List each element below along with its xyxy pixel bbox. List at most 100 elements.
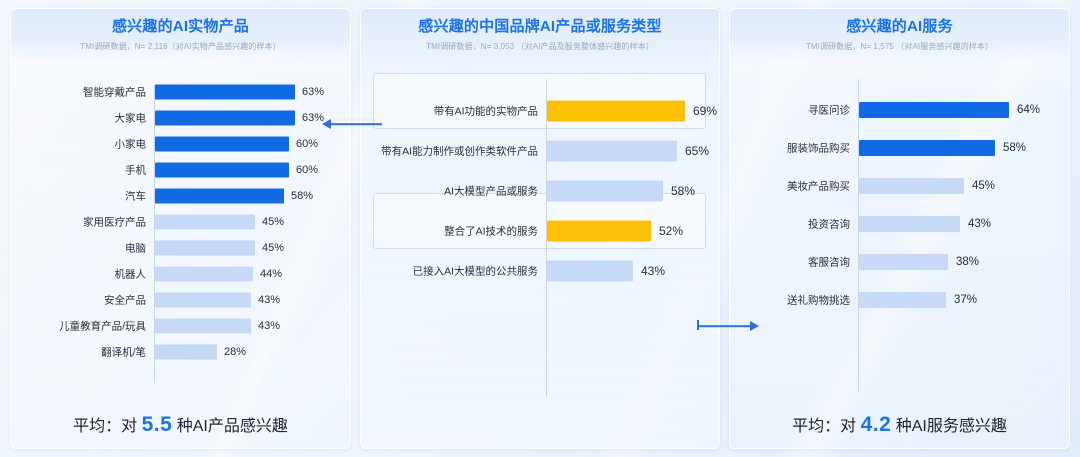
- bar: [547, 260, 633, 282]
- panel-subtitle: TMI调研数据，N= 1,575 （对AI服务感兴趣的样本）: [805, 42, 994, 51]
- bar-value-label: 43%: [258, 294, 281, 306]
- bar-row: 送礼购物挑选 37%: [730, 281, 1069, 319]
- bar: [155, 110, 295, 126]
- bar-category-label: 电脑: [125, 242, 146, 255]
- bar-chart-left: 智能穿戴产品 63% 大家电 63% 小家电 60% 手机 60% 汽车 58% 家用医疗产品 45%…: [11, 65, 350, 395]
- bar-value-label: 45%: [262, 242, 285, 254]
- chart-axis-line: [858, 79, 859, 392]
- bar-category-label: 投资咨询: [808, 218, 850, 231]
- bar: [547, 100, 685, 122]
- bar-value-label: 28%: [224, 346, 247, 358]
- bar: [155, 266, 253, 282]
- bar: [155, 292, 251, 308]
- panel-subtitle: TMI调研数据，N= 3,053 （对AI产品及服务整体感兴趣的样本）: [426, 42, 654, 51]
- bar-row: 客服咨询 38%: [730, 243, 1069, 281]
- panel-title: 感兴趣的AI服务: [846, 18, 953, 35]
- bar: [155, 214, 255, 230]
- bar: [547, 180, 663, 202]
- bar-category-label: 送礼购物挑选: [787, 294, 850, 307]
- footer-prefix: 平均：对: [73, 418, 138, 435]
- bar-row: 智能穿戴产品 63%: [11, 79, 350, 105]
- bar-category-label: 大家电: [114, 112, 147, 125]
- bar: [155, 240, 255, 256]
- bar-category-label: 机器人: [114, 268, 147, 281]
- bar: [547, 140, 677, 162]
- bar-value-label: 60%: [296, 138, 319, 150]
- bar: [155, 188, 284, 204]
- bar: [859, 254, 948, 270]
- footer-average-value: 4.2: [860, 413, 892, 436]
- bar-value-label: 52%: [659, 224, 684, 238]
- bar-category-label: 智能穿戴产品: [83, 86, 146, 99]
- bar: [155, 318, 251, 334]
- bar-row: 带有AI能力制作或创作类软件产品 65%: [361, 131, 719, 171]
- bar-value-label: 37%: [954, 294, 978, 306]
- bar-value-label: 60%: [296, 164, 319, 176]
- panel-title: 感兴趣的中国品牌AI产品或服务类型: [418, 18, 662, 35]
- panel-header: 感兴趣的AI实物产品 TMI调研数据，N= 2,116（对AI实物产品感兴趣的样…: [11, 9, 350, 61]
- bar: [859, 178, 964, 194]
- bar: [859, 102, 1009, 118]
- bar-category-label: AI大模型产品或服务: [444, 185, 538, 198]
- panel-ai-physical-products: 感兴趣的AI实物产品 TMI调研数据，N= 2,116（对AI实物产品感兴趣的样…: [10, 8, 351, 449]
- footer-prefix: 平均：对: [792, 418, 857, 435]
- bar-row: 安全产品 43%: [11, 287, 350, 313]
- bar-value-label: 43%: [641, 264, 666, 278]
- panel-footer-right: 平均：对 4.2 种AI服务感兴趣: [730, 414, 1069, 438]
- bar: [547, 220, 651, 242]
- bar-category-label: 美妆产品购买: [787, 180, 850, 193]
- bar-value-label: 58%: [291, 190, 314, 202]
- panel-header: 感兴趣的AI服务 TMI调研数据，N= 1,575 （对AI服务感兴趣的样本）: [730, 9, 1069, 61]
- bar-category-label: 已接入AI大模型的公共服务: [412, 265, 538, 278]
- bar: [155, 84, 295, 100]
- bar-row: 家用医疗产品 45%: [11, 209, 350, 235]
- bar-value-label: 58%: [671, 184, 696, 198]
- bar-row: 寻医问诊 64%: [730, 91, 1069, 129]
- bar-category-label: 寻医问诊: [808, 104, 850, 117]
- footer-average-value: 5.5: [141, 413, 173, 436]
- bar-category-label: 汽车: [125, 190, 146, 203]
- panel-cn-brand-ai-types: 感兴趣的中国品牌AI产品或服务类型 TMI调研数据，N= 3,053 （对AI产…: [360, 8, 720, 449]
- bar-category-label: 手机: [125, 164, 146, 177]
- panel-subtitle: TMI调研数据，N= 2,116（对AI实物产品感兴趣的样本）: [80, 42, 281, 51]
- panel-header: 感兴趣的中国品牌AI产品或服务类型 TMI调研数据，N= 3,053 （对AI产…: [361, 9, 719, 61]
- bar-row: 投资咨询 43%: [730, 205, 1069, 243]
- bar: [859, 140, 995, 156]
- bar-row: 大家电 63%: [11, 105, 350, 131]
- footer-suffix: 种AI产品感兴趣: [176, 418, 288, 435]
- bar-row: 翻译机/笔 28%: [11, 339, 350, 365]
- bar-category-label: 儿童教育产品/玩具: [59, 320, 146, 333]
- bar: [155, 162, 289, 178]
- bar-category-label: 家用医疗产品: [83, 216, 146, 229]
- bar-value-label: 43%: [258, 320, 281, 332]
- panel-ai-services: 感兴趣的AI服务 TMI调研数据，N= 1,575 （对AI服务感兴趣的样本） …: [729, 8, 1070, 449]
- chart-axis-line: [154, 85, 155, 383]
- footer-suffix: 种AI服务感兴趣: [895, 418, 1007, 435]
- bar-value-label: 69%: [693, 104, 718, 118]
- bar-row: 儿童教育产品/玩具 43%: [11, 313, 350, 339]
- bar-value-label: 45%: [972, 180, 996, 192]
- bar-value-label: 38%: [956, 256, 980, 268]
- bar-value-label: 45%: [262, 216, 285, 228]
- bar-category-label: 带有AI功能的实物产品: [433, 105, 538, 118]
- bar-row: 小家电 60%: [11, 131, 350, 157]
- bar-row: AI大模型产品或服务 58%: [361, 171, 719, 211]
- bar-value-label: 44%: [260, 268, 283, 280]
- bar-value-label: 63%: [302, 86, 325, 98]
- bar: [155, 344, 217, 360]
- bar: [859, 216, 960, 232]
- bar-category-label: 安全产品: [104, 294, 146, 307]
- bar-row: 电脑 45%: [11, 235, 350, 261]
- bar-row: 汽车 58%: [11, 183, 350, 209]
- bar-value-label: 64%: [1017, 104, 1041, 116]
- panel-title: 感兴趣的AI实物产品: [111, 18, 249, 35]
- bar-category-label: 服装饰品购买: [787, 142, 850, 155]
- panel-footer-left: 平均：对 5.5 种AI产品感兴趣: [11, 414, 350, 438]
- bar-chart-middle: 带有AI功能的实物产品 69% 带有AI能力制作或创作类软件产品 65% AI大模型产品…: [361, 71, 719, 403]
- bar-row: 带有AI功能的实物产品 69%: [361, 91, 719, 131]
- bar-category-label: 客服咨询: [808, 256, 850, 269]
- bar-value-label: 63%: [302, 112, 325, 124]
- bar: [859, 292, 946, 308]
- chart-axis-line: [546, 79, 547, 397]
